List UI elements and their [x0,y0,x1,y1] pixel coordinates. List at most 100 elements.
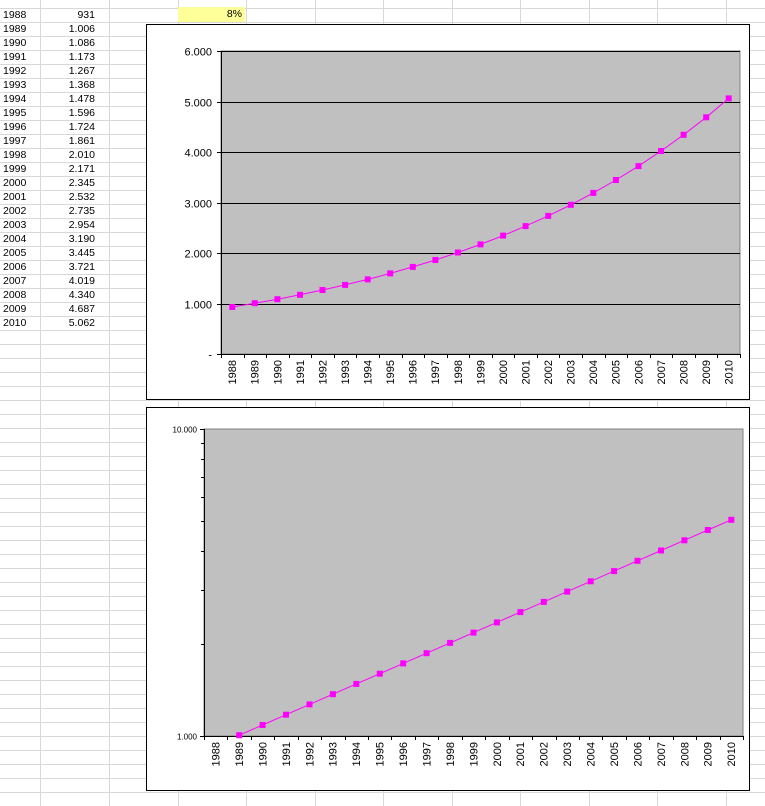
value-cell[interactable]: 3.190 [68,233,95,245]
value-cell[interactable]: 1.861 [68,135,95,147]
data-point[interactable] [387,270,394,277]
value-cell[interactable]: 3.445 [68,247,95,259]
data-point[interactable] [432,257,439,263]
data-point[interactable] [567,201,574,208]
data-point[interactable] [447,639,454,646]
data-point[interactable] [545,212,552,219]
data-point[interactable] [634,557,641,564]
value-cell[interactable]: 4.687 [68,303,95,315]
value-cell[interactable]: 1.173 [68,51,95,63]
value-cell[interactable]: 2.171 [68,163,95,175]
value-cell[interactable]: 1.086 [68,37,95,49]
year-cell[interactable]: 1994 [3,93,27,105]
data-point[interactable] [306,701,313,708]
y-tick-label: 1.000 [177,732,198,741]
data-point[interactable] [470,629,477,636]
year-cell[interactable]: 2000 [3,177,27,189]
data-point[interactable] [251,300,258,307]
value-cell[interactable]: 4.340 [68,289,95,301]
data-point[interactable] [364,276,371,283]
year-cell[interactable]: 2006 [3,261,27,273]
data-point[interactable] [725,95,732,102]
x-tick-label: 2001 [520,360,532,384]
x-tick-label: 1996 [398,742,410,766]
year-cell[interactable]: 2003 [3,219,27,231]
year-cell[interactable]: 2001 [3,191,27,203]
data-point[interactable] [409,263,416,270]
value-cell[interactable]: 2.010 [68,149,95,161]
data-point[interactable] [493,619,500,626]
data-point[interactable] [587,578,594,585]
year-cell[interactable]: 1990 [3,37,27,49]
growth-rate-cell[interactable]: 8% [178,7,245,22]
year-cell[interactable]: 2007 [3,275,27,287]
data-point[interactable] [703,114,710,121]
data-point[interactable] [611,568,618,575]
year-cell[interactable]: 2009 [3,303,27,315]
data-point[interactable] [658,148,664,154]
value-cell[interactable]: 2.954 [68,219,95,231]
value-cell[interactable]: 1.478 [68,93,95,105]
value-cell[interactable]: 5.062 [68,317,95,329]
data-point[interactable] [728,516,735,523]
x-tick-label: 2008 [678,360,690,384]
data-point[interactable] [680,131,687,138]
data-point[interactable] [500,232,507,239]
data-point[interactable] [342,281,349,288]
value-cell[interactable]: 1.368 [68,79,95,91]
year-cell[interactable]: 2004 [3,233,27,245]
data-point[interactable] [376,670,383,677]
value-cell[interactable]: 1.006 [68,23,95,35]
year-cell[interactable]: 1993 [3,79,27,91]
value-cell[interactable]: 2.532 [68,191,95,203]
data-point[interactable] [635,163,642,170]
data-point[interactable] [353,680,360,687]
year-cell[interactable]: 2008 [3,289,27,301]
data-point[interactable] [329,691,336,698]
data-point[interactable] [477,241,484,248]
data-point[interactable] [236,732,243,739]
data-point[interactable] [423,650,430,657]
linear-chart[interactable]: - 1.000 2.000 3.000 4.000 5.000 6.000 1988 1989 1… [146,24,750,400]
data-point[interactable] [658,547,664,554]
data-point[interactable] [522,223,529,230]
year-cell[interactable]: 2002 [3,205,27,217]
data-point[interactable] [400,660,407,667]
log-chart[interactable]: 1.000 10.000 1988 1989 1990 1991 1992 1993 1994 1… [146,407,750,791]
data-point[interactable] [229,304,236,310]
value-cell[interactable]: 2.735 [68,205,95,217]
year-cell[interactable]: 1996 [3,121,27,133]
data-point[interactable] [297,291,303,298]
year-cell[interactable]: 1999 [3,163,27,175]
data-point[interactable] [274,296,281,303]
data-point[interactable] [590,189,597,196]
year-cell[interactable]: 1988 [3,9,27,21]
data-point[interactable] [540,598,547,605]
data-point[interactable] [319,287,326,293]
value-cell[interactable]: 2.345 [68,177,95,189]
data-point[interactable] [612,177,619,183]
data-point[interactable] [704,527,711,533]
value-cell[interactable]: 1.724 [68,121,95,133]
year-cell[interactable]: 1995 [3,107,27,119]
data-point[interactable] [564,588,571,595]
data-point[interactable] [681,537,688,544]
x-tick-label: 1998 [453,360,465,384]
x-tick-label: 2004 [586,742,598,766]
year-cell[interactable]: 2010 [3,317,27,329]
year-cell[interactable]: 1998 [3,149,27,161]
data-point[interactable] [283,711,289,718]
data-point[interactable] [259,722,266,728]
value-cell[interactable]: 1.596 [68,107,95,119]
year-cell[interactable]: 1997 [3,135,27,147]
data-point[interactable] [454,249,461,256]
value-cell[interactable]: 1.267 [68,65,95,77]
year-cell[interactable]: 1989 [3,23,27,35]
year-cell[interactable]: 1991 [3,51,27,63]
value-cell[interactable]: 4.019 [68,275,95,287]
value-cell[interactable]: 931 [77,9,95,21]
value-cell[interactable]: 3.721 [68,261,95,273]
year-cell[interactable]: 1992 [3,65,27,77]
year-cell[interactable]: 2005 [3,247,27,259]
data-point[interactable] [517,609,524,616]
